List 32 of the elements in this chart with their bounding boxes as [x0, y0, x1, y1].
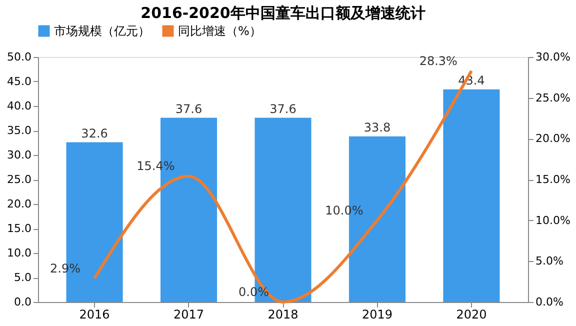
y-tick-label: 0.0	[14, 296, 32, 308]
x-tick-label: 2018	[268, 308, 298, 322]
y2-tick-label: 20.0%	[536, 132, 570, 146]
x-tick-label: 2016	[79, 308, 110, 322]
y-tick-label: 45.0	[7, 75, 32, 88]
bar	[443, 89, 500, 302]
legend-label: 市场规模（亿元）	[54, 24, 150, 38]
legend-label: 同比增速（%）	[178, 24, 262, 38]
y-tick-label: 30.0	[7, 148, 32, 162]
x-tick-label: 2019	[362, 308, 393, 322]
y2-tick-label: 10.0%	[536, 214, 570, 227]
data-label: 37.6	[270, 102, 296, 116]
y-tick-label: 25.0	[7, 173, 32, 186]
data-label: 37.6	[175, 102, 202, 116]
y-tick-label: 10.0	[7, 246, 32, 260]
chart-title: 2016-2020年中国童车出口额及增速统计	[140, 4, 426, 22]
y-tick-label: 50.0	[7, 50, 32, 64]
y2-tick-label: 15.0%	[536, 173, 570, 186]
y-tick-label: 20.0	[7, 198, 32, 210]
data-label: 33.8	[364, 120, 391, 134]
data-label: 28.3%	[419, 54, 458, 68]
y-tick-label: 15.0	[7, 222, 32, 235]
y-tick-label: 40.0	[7, 100, 32, 112]
y2-tick-label: 0.0%	[536, 296, 564, 308]
x-tick-label: 2020	[456, 308, 487, 322]
data-label: 32.6	[81, 126, 108, 140]
x-tick-label: 2017	[173, 308, 204, 322]
y2-tick-label: 30.0%	[536, 50, 570, 64]
y2-tick-label: 25.0%	[536, 91, 570, 104]
y2-tick-label: 5.0%	[536, 254, 564, 268]
y-tick-label: 5.0	[14, 271, 32, 284]
y-tick-label: 35.0	[7, 124, 32, 137]
